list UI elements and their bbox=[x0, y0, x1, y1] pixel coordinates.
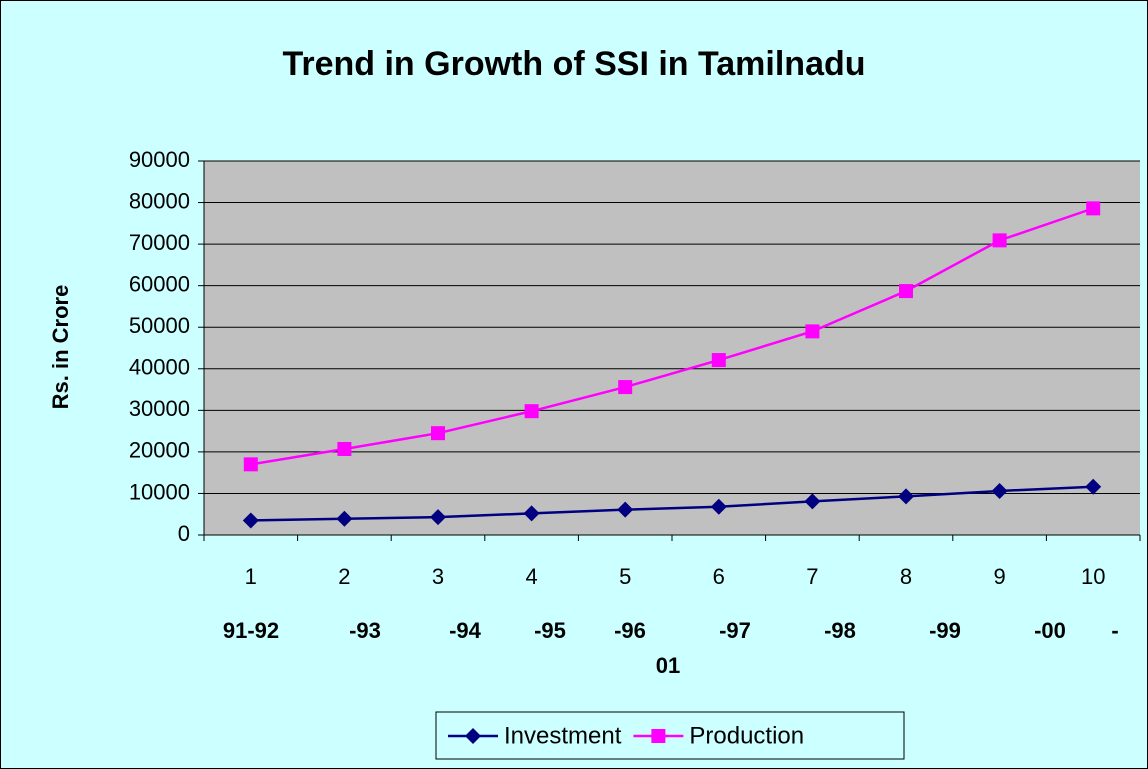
marker bbox=[804, 493, 821, 510]
marker bbox=[991, 482, 1008, 499]
x-tick-label: 1 bbox=[245, 564, 257, 589]
marker bbox=[711, 353, 726, 368]
y-tick-label: 40000 bbox=[129, 355, 190, 380]
x-tick-label: 6 bbox=[713, 564, 725, 589]
y-axis-title: Rs. in Crore bbox=[48, 285, 73, 410]
marker bbox=[465, 728, 481, 744]
legend-label: Investment bbox=[504, 722, 622, 749]
x-tick-label: 9 bbox=[993, 564, 1005, 589]
marker bbox=[898, 488, 914, 505]
x-tick-label: 7 bbox=[806, 564, 818, 589]
x-axis-title: -99 bbox=[929, 618, 961, 643]
marker bbox=[430, 509, 446, 526]
chart-title: Trend in Growth of SSI in Tamilnadu bbox=[282, 45, 865, 83]
legend-label: Production bbox=[689, 722, 804, 749]
x-axis-title: -94 bbox=[449, 618, 482, 643]
x-axis-title: -96 bbox=[614, 618, 646, 643]
x-axis-title: -97 bbox=[719, 618, 751, 643]
marker bbox=[651, 729, 666, 743]
marker bbox=[523, 505, 540, 522]
marker bbox=[710, 498, 727, 515]
marker bbox=[617, 501, 634, 518]
x-axis-title: 91-92 bbox=[223, 618, 279, 643]
y-tick-label: 60000 bbox=[129, 271, 190, 296]
x-axis-title: -00 bbox=[1034, 618, 1066, 643]
marker bbox=[243, 457, 258, 472]
x-axis-title: -98 bbox=[824, 618, 856, 643]
y-tick-label: 80000 bbox=[129, 188, 190, 213]
x-tick-label: 5 bbox=[619, 564, 631, 589]
plot-area bbox=[204, 161, 1140, 535]
y-tick-label: 30000 bbox=[129, 396, 190, 421]
marker bbox=[524, 404, 539, 419]
y-tick-label: 20000 bbox=[129, 438, 190, 463]
series-line bbox=[250, 485, 1094, 522]
legend: Investment Production bbox=[435, 711, 905, 760]
marker bbox=[336, 510, 353, 527]
marker bbox=[1085, 478, 1102, 495]
marker bbox=[899, 284, 913, 299]
x-tick-label: 3 bbox=[432, 564, 444, 589]
x-axis-title: -95 bbox=[534, 618, 566, 643]
x-tick-label: 8 bbox=[900, 564, 912, 589]
marker bbox=[337, 441, 352, 456]
marker bbox=[992, 233, 1007, 248]
marker bbox=[242, 512, 259, 529]
x-axis-title: -93 bbox=[349, 618, 381, 643]
marker bbox=[1086, 201, 1101, 216]
y-tick-label: 0 bbox=[178, 521, 190, 546]
x-tick-label: 2 bbox=[338, 564, 350, 589]
y-tick-label: 10000 bbox=[129, 479, 190, 504]
marker bbox=[618, 380, 633, 395]
y-tick-label: 90000 bbox=[129, 147, 190, 172]
marker bbox=[431, 426, 445, 441]
x-axis-title: 01 bbox=[656, 653, 680, 678]
y-tick-label: 70000 bbox=[129, 230, 190, 255]
x-tick-label: 10 bbox=[1081, 564, 1105, 589]
x-tick-label: 4 bbox=[525, 564, 537, 589]
series-line bbox=[250, 207, 1094, 466]
marker bbox=[805, 324, 820, 339]
y-tick-label: 50000 bbox=[129, 313, 190, 338]
x-axis-title: - bbox=[1111, 618, 1118, 643]
